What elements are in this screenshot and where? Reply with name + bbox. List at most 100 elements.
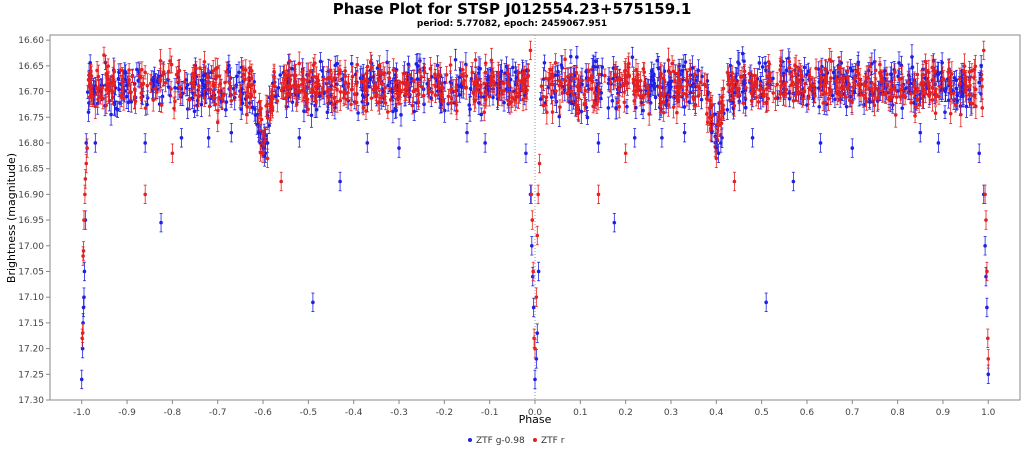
data-point <box>399 113 403 117</box>
data-point <box>223 107 228 112</box>
data-point <box>696 68 701 73</box>
data-point <box>457 93 462 97</box>
data-point <box>946 98 951 103</box>
data-point <box>267 123 272 128</box>
data-point <box>539 97 543 101</box>
data-point <box>202 73 206 78</box>
data-point <box>733 78 737 83</box>
data-point <box>192 109 197 114</box>
data-point <box>771 76 775 81</box>
data-point <box>375 66 380 70</box>
data-point <box>760 65 765 69</box>
data-point <box>318 59 323 64</box>
data-point <box>190 96 195 100</box>
data-point <box>867 97 872 101</box>
data-point <box>436 75 440 80</box>
data-point <box>544 76 548 81</box>
data-point <box>239 107 243 111</box>
x-tick-label: 0.4 <box>709 408 724 418</box>
data-point <box>109 112 113 117</box>
y-tick-label: 17.15 <box>18 319 44 329</box>
y-tick-label: 17.20 <box>18 345 44 355</box>
data-point <box>839 61 844 65</box>
data-point <box>542 60 547 65</box>
data-point <box>677 94 682 99</box>
data-point <box>506 98 510 103</box>
data-point <box>645 86 650 90</box>
data-point <box>943 88 948 93</box>
data-point <box>429 96 434 101</box>
data-point <box>682 64 686 68</box>
data-point <box>252 80 256 84</box>
x-axis: -1.0 -0.9 -0.8 -0.7 -0.6 -0.5 -0.4 -0.3 -0.2 -0.1… <box>73 400 996 418</box>
data-point <box>926 79 930 84</box>
data-point <box>224 100 229 104</box>
data-point <box>496 93 501 98</box>
data-point <box>784 68 789 73</box>
data-point <box>900 106 905 110</box>
data-point <box>118 68 123 73</box>
data-point <box>687 82 692 87</box>
data-point <box>595 65 600 69</box>
data-point <box>508 101 512 106</box>
data-point <box>143 106 148 110</box>
data-point <box>391 109 395 114</box>
y-tick-label: 16.60 <box>18 36 44 46</box>
data-point <box>421 93 426 98</box>
data-point <box>388 97 393 102</box>
x-tick-label: 0.5 <box>754 408 768 418</box>
data-point <box>571 76 576 81</box>
data-point <box>453 57 458 62</box>
data-point <box>477 67 481 71</box>
data-point <box>930 98 935 102</box>
data-point <box>958 104 963 108</box>
data-point <box>233 91 237 95</box>
data-point <box>715 137 719 142</box>
data-point <box>839 93 843 97</box>
y-tick-label: 17.10 <box>18 293 44 303</box>
chart-subtitle: period: 5.77082, epoch: 2459067.951 <box>416 19 608 29</box>
data-point <box>514 82 518 87</box>
data-point <box>606 106 611 110</box>
x-tick-label: -0.1 <box>481 408 499 418</box>
data-point <box>736 60 740 64</box>
data-point <box>687 100 691 104</box>
data-point <box>964 104 969 109</box>
data-point <box>117 87 121 92</box>
y-tick-label: 17.25 <box>18 370 44 380</box>
data-point <box>668 71 672 75</box>
x-tick-label: -0.7 <box>209 408 227 418</box>
data-point <box>158 58 163 63</box>
data-point <box>649 69 654 74</box>
data-point <box>340 77 345 81</box>
data-point <box>814 66 818 71</box>
data-point <box>585 115 590 120</box>
y-axis: 16.60 16.65 16.70 16.75 16.80 16.85 16.90 16.95… <box>18 35 536 406</box>
x-tick-label: 0.2 <box>618 408 632 418</box>
data-point <box>653 95 658 100</box>
data-point <box>511 65 515 70</box>
data-point <box>228 85 233 90</box>
data-point <box>105 74 109 78</box>
x-tick-label: -0.6 <box>254 408 272 418</box>
data-point <box>333 105 337 110</box>
data-point <box>856 72 861 76</box>
data-point <box>973 64 978 69</box>
data-point <box>672 95 676 100</box>
y-tick-label: 16.65 <box>18 62 44 72</box>
data-point <box>876 95 880 100</box>
data-point <box>951 91 956 95</box>
data-point <box>704 84 709 89</box>
data-point <box>468 107 472 111</box>
y-tick-label: 17.05 <box>18 267 44 277</box>
data-point <box>429 74 434 79</box>
data-point <box>174 72 179 77</box>
data-point <box>817 105 822 109</box>
data-point <box>354 81 359 86</box>
data-point <box>505 70 510 75</box>
data-point <box>250 105 255 110</box>
y-tick-label: 17.00 <box>18 242 44 252</box>
data-point <box>265 116 270 120</box>
data-point <box>579 109 584 114</box>
data-point <box>717 117 722 122</box>
